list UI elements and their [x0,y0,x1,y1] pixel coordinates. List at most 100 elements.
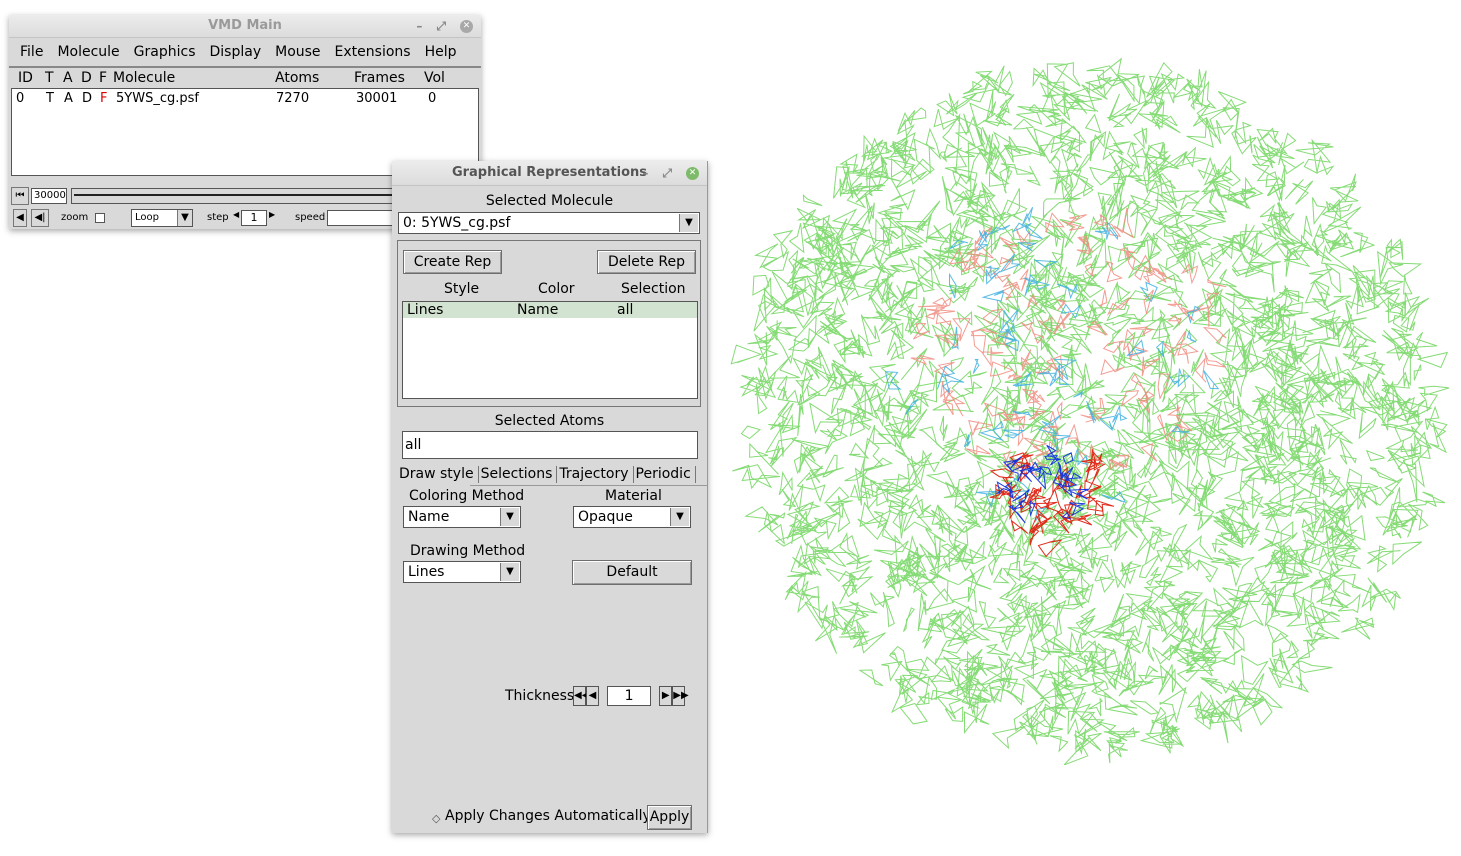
close-icon[interactable]: ✕ [686,166,699,180]
mol-id: 0 [16,91,25,106]
rep-titlebar[interactable]: Graphical Representations – ⤢ ✕ [392,161,707,186]
coloring-method-select[interactable]: Name ▼ [403,506,521,528]
rep-col-color: Color [538,281,575,297]
window-title: VMD Main [208,18,282,33]
rep-window-title: Graphical Representations [451,165,648,180]
slider-track [74,194,400,196]
core-bonds [989,444,1115,558]
molecule-list-header: ID T A D F Molecule Atoms Frames Vol [9,68,481,88]
go-to-start-icon[interactable]: ⏮ [11,187,29,205]
menu-molecule[interactable]: Molecule [57,44,120,60]
chevron-down-icon[interactable]: ▼ [177,210,192,226]
mol-frames: 30001 [356,91,398,106]
menu-bar: File Molecule Graphics Display Mouse Ext… [9,38,481,68]
tab-trajectory[interactable]: Trajectory [557,466,634,483]
maximize-icon[interactable]: ⤢ [662,166,672,180]
close-icon[interactable]: ✕ [460,19,473,33]
thickness-increase-icon[interactable]: ▶ [659,686,673,706]
core-layer-path [989,449,1115,558]
step-up-icon[interactable]: ▶ [269,210,276,219]
mol-top-flag[interactable]: T [46,91,54,106]
col-vol: Vol [424,70,445,86]
molecule-row[interactable]: 0 T A D F 5YWS_cg.psf 7270 30001 0 [12,89,478,107]
step-label: step [207,212,229,223]
rep-style: Lines [407,302,444,318]
thickness-entry[interactable]: 1 [607,686,652,706]
step-reverse-icon[interactable]: ◀| [31,209,49,227]
chevron-down-icon[interactable]: ▼ [679,214,698,232]
green-layer-path [730,57,1450,765]
frame-row: ⏮ 30000 [11,187,477,205]
material-label: Material [605,488,662,504]
minimize-icon[interactable]: – [416,19,423,33]
delete-rep-button[interactable]: Delete Rep [597,250,696,274]
mol-atoms: 7270 [276,91,310,106]
salmon-layer-path [910,207,1227,486]
minimize-icon[interactable]: – [642,166,649,180]
mol-name: 5YWS_cg.psf [116,91,199,106]
frame-entry[interactable]: 30000 [31,188,67,204]
rep-color: Name [517,302,559,318]
chevron-down-icon[interactable]: ▼ [500,508,519,526]
menu-display[interactable]: Display [209,44,262,60]
thickness-increase-fast-icon[interactable]: ▶▶ [672,686,689,706]
tab-draw-style[interactable]: Draw style [397,466,479,483]
col-id: ID [18,70,33,86]
rep-col-selection: Selection [621,281,686,297]
thickness-decrease-fast-icon[interactable]: ◀◀ [573,686,589,706]
selected-molecule-select[interactable]: 0: 5YWS_cg.psf ▼ [398,212,700,234]
mol-fixed-flag[interactable]: F [100,91,108,106]
selected-atoms-input[interactable]: all [402,431,698,459]
selected-molecule-label: Selected Molecule [485,193,614,209]
animation-controls: ◀ ◀| zoom Loop ▼ step ◀ 1 ▶ speed [11,209,477,227]
col-atoms: Atoms [275,70,320,86]
rep-row[interactable]: Lines Name all [403,302,697,318]
menu-file[interactable]: File [20,44,44,60]
tab-underline [470,485,707,486]
menu-help[interactable]: Help [424,44,457,60]
menu-mouse[interactable]: Mouse [275,44,321,60]
rep-tabs: Draw style Selections Trajectory Periodi… [397,466,696,483]
material-select[interactable]: Opaque ▼ [573,506,691,528]
mol-drawn-flag[interactable]: D [82,91,93,106]
zoom-label: zoom [61,212,89,223]
mol-active-flag[interactable]: A [64,91,73,106]
frame-slider[interactable] [71,188,403,204]
play-reverse-icon[interactable]: ◀ [13,209,27,227]
vmd-main-titlebar[interactable]: VMD Main – ⤢ ✕ [9,15,481,38]
col-molecule: Molecule [113,70,176,86]
tab-periodic[interactable]: Periodic [634,466,696,483]
create-rep-button[interactable]: Create Rep [403,250,502,274]
apply-auto-label[interactable]: Apply Changes Automatically [445,808,651,824]
col-t: T [45,70,54,86]
chevron-down-icon[interactable]: ▼ [500,563,519,581]
cyan-layer-path [884,207,1220,522]
salmon-bonds [910,207,1227,486]
thickness-control: ◀◀◀ 1 ▶ ▶▶ [573,686,689,708]
molecule-viewer[interactable] [715,45,1455,765]
menu-extensions[interactable]: Extensions [334,44,411,60]
vmd-main-window: VMD Main – ⤢ ✕ File Molecule Graphics Di… [9,15,481,229]
rep-selection: all [617,302,634,318]
loop-select[interactable]: Loop ▼ [131,209,193,227]
drawing-method-value: Lines [408,564,445,580]
menu-graphics[interactable]: Graphics [133,44,196,60]
chevron-down-icon[interactable]: ▼ [670,508,689,526]
rep-col-style: Style [444,281,480,297]
col-a: A [63,70,73,86]
graphical-representations-window: Graphical Representations – ⤢ ✕ Selected… [392,161,708,833]
default-button[interactable]: Default [572,560,692,585]
apply-button[interactable]: Apply [647,805,692,830]
tab-selections[interactable]: Selections [479,466,558,483]
drawing-method-select[interactable]: Lines ▼ [403,561,521,583]
coloring-method-value: Name [408,509,450,525]
reps-list[interactable]: Lines Name all [402,301,698,399]
material-value: Opaque [578,509,633,525]
step-entry[interactable]: 1 [241,210,267,226]
maximize-icon[interactable]: ⤢ [436,19,446,33]
thickness-decrease-icon[interactable]: ◀ [586,686,599,706]
step-down-icon[interactable]: ◀ [233,210,240,219]
apply-auto-radio-icon[interactable]: ◇ [432,812,441,825]
zoom-checkbox[interactable] [95,213,105,223]
lines-representation [730,57,1450,765]
